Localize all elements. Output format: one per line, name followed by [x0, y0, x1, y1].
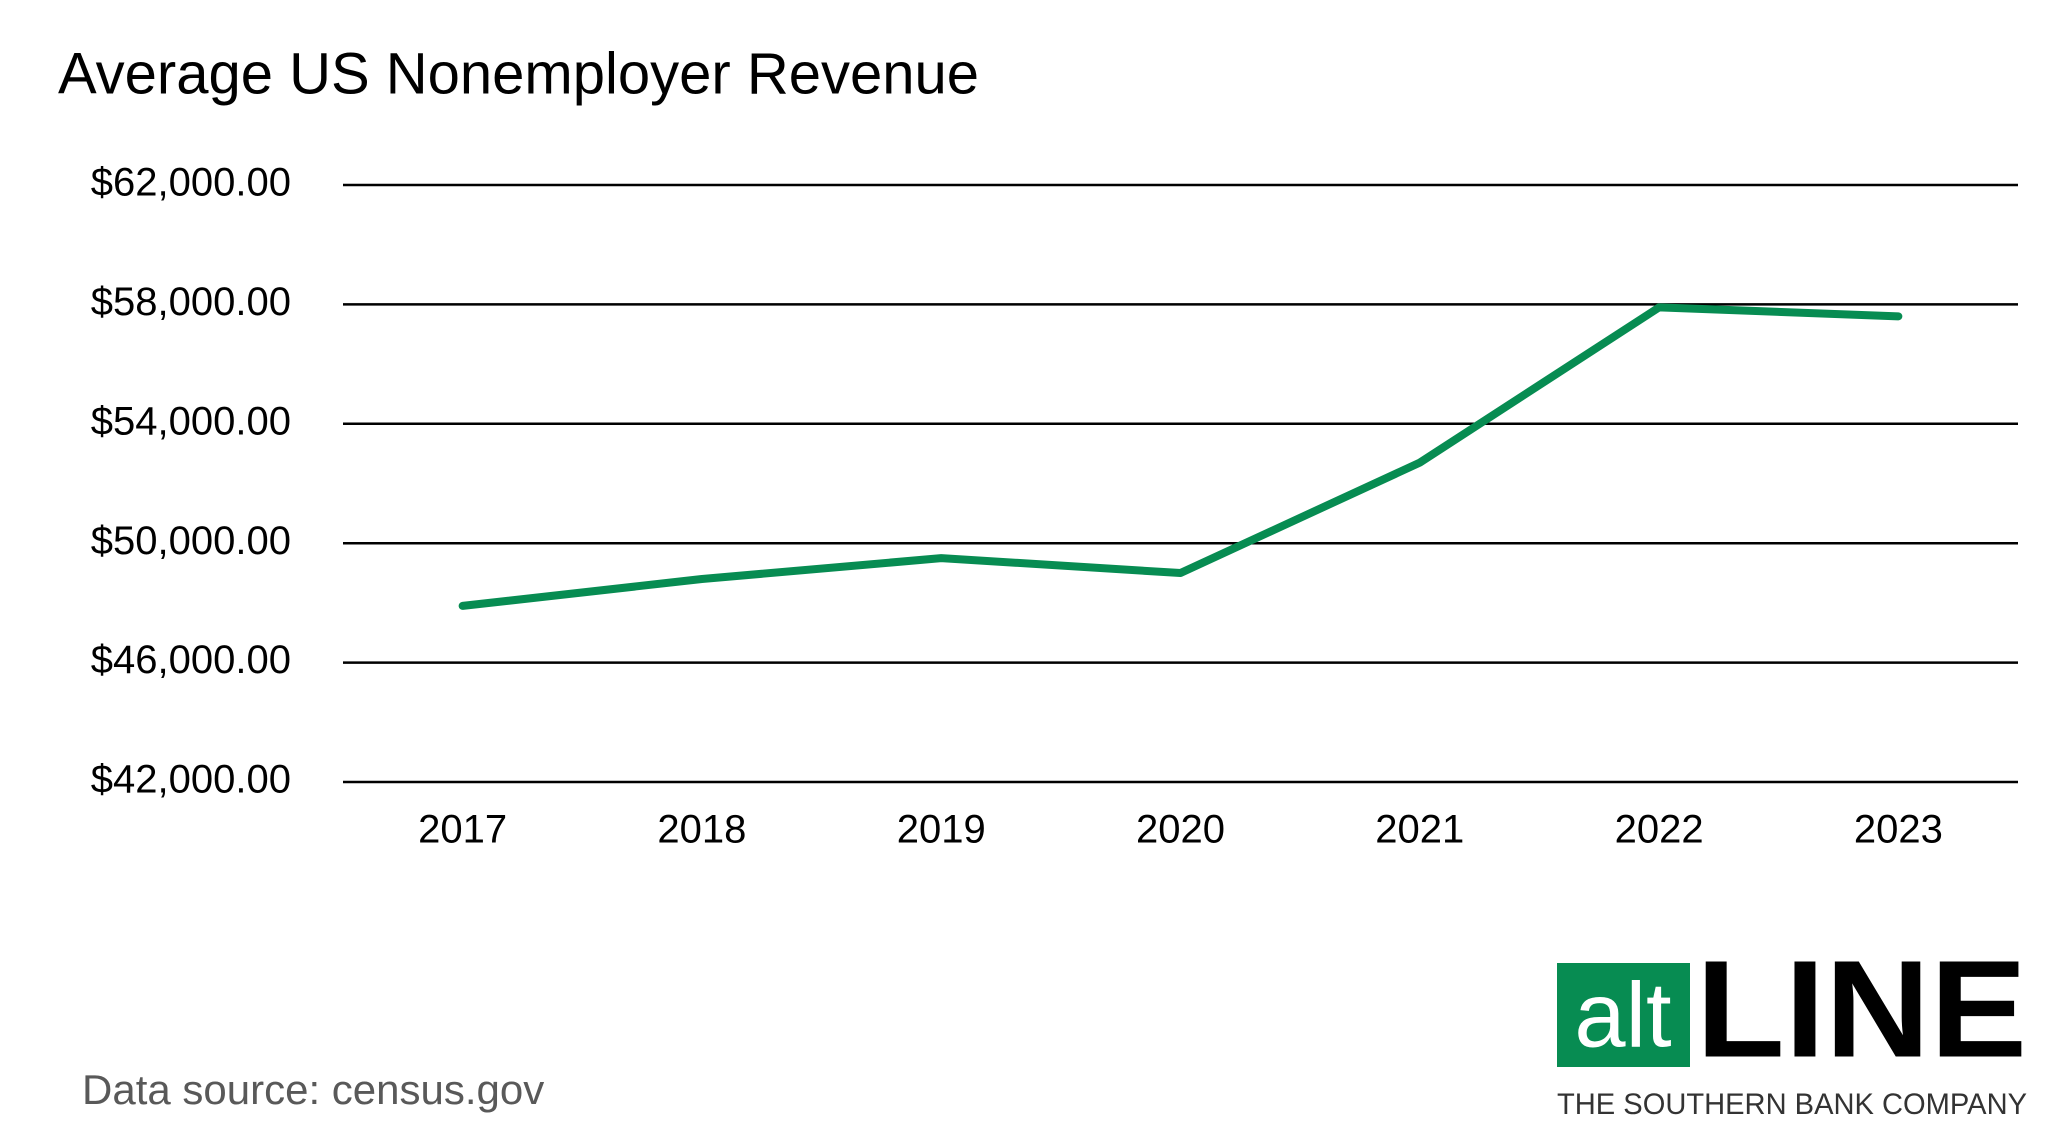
logo-alt: alt [1574, 964, 1671, 1066]
y-tick-label: $46,000.00 [91, 638, 291, 682]
y-tick-label: $42,000.00 [91, 758, 291, 802]
y-tick-label: $58,000.00 [91, 280, 291, 324]
logo-line: LINE [1696, 932, 2027, 1086]
chart-title: Average US Nonemployer Revenue [58, 41, 979, 106]
logo: alt LINE THE SOUTHERN BANK COMPANY [1557, 932, 2027, 1121]
logo-box [1557, 963, 1690, 1067]
x-tick-label: 2018 [657, 808, 746, 852]
x-tick-label: 2019 [897, 808, 986, 852]
x-tick-label: 2017 [418, 808, 507, 852]
logo-tagline: THE SOUTHERN BANK COMPANY [1557, 1088, 2027, 1121]
y-tick-label: $54,000.00 [91, 399, 291, 443]
source-note: Data source: census.gov [82, 1066, 544, 1113]
x-tick-label: 2022 [1615, 808, 1704, 852]
y-tick-label: $50,000.00 [91, 519, 291, 563]
x-tick-label: 2023 [1854, 808, 1943, 852]
x-tick-label: 2020 [1136, 808, 1225, 852]
x-tick-label: 2021 [1375, 808, 1464, 852]
y-tick-label: $62,000.00 [91, 161, 291, 205]
data-line [458, 303, 1903, 610]
